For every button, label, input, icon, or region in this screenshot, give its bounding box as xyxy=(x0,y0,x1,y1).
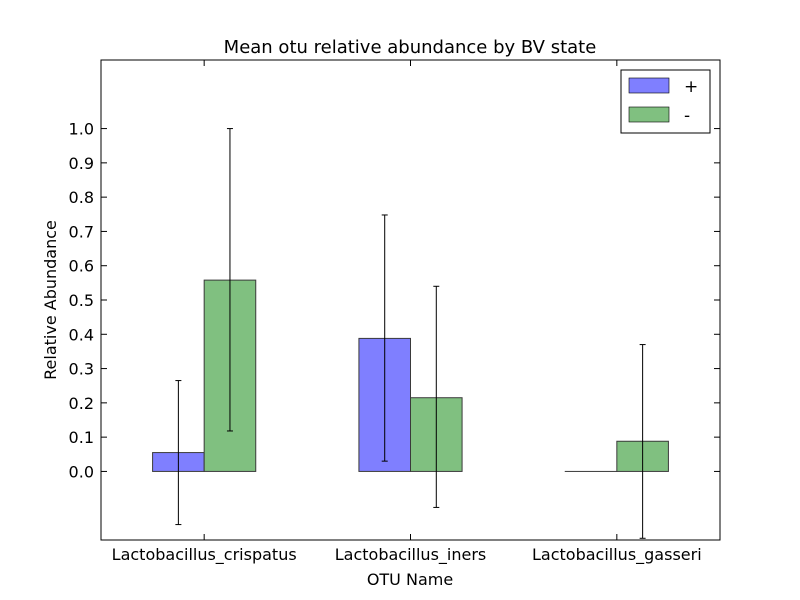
y-tick-label-9: 0.9 xyxy=(69,154,94,173)
y-axis-label: Relative Abundance xyxy=(41,220,60,380)
legend-swatch-plus xyxy=(628,77,670,94)
y-tick-label-5: 0.5 xyxy=(69,291,94,310)
x-tick-label-2: Lactobacillus_gasseri xyxy=(532,545,702,565)
legend-label-minus: - xyxy=(684,106,690,126)
x-tick-label-1: Lactobacillus_iners xyxy=(335,545,487,565)
y-tick-label-7: 0.7 xyxy=(69,222,94,241)
legend: + - xyxy=(620,69,711,134)
y-tick-label-8: 0.8 xyxy=(69,188,94,207)
x-tick-label-0: Lactobacillus_crispatus xyxy=(112,545,297,565)
y-tick-label-1: 0.1 xyxy=(69,428,94,447)
legend-label-plus: + xyxy=(684,77,698,97)
x-axis-label: OTU Name xyxy=(367,570,453,589)
y-axis-ticks: 0.0 0.1 0.2 0.3 0.4 0.5 0.6 0.7 0.8 0.9 1.0 xyxy=(69,120,720,481)
y-tick-label-6: 0.6 xyxy=(69,257,94,276)
error-bars-layer xyxy=(175,128,646,539)
y-tick-label-3: 0.3 xyxy=(69,360,94,379)
x-axis-ticks: Lactobacillus_crispatus Lactobacillus_ine… xyxy=(112,60,702,565)
y-tick-label-2: 0.2 xyxy=(69,394,94,413)
legend-swatch-minus xyxy=(628,106,670,123)
chart-title: Mean otu relative abundance by BV state xyxy=(224,37,597,58)
y-tick-label-10: 1.0 xyxy=(69,120,94,139)
y-tick-label-0: 0.0 xyxy=(69,462,94,481)
y-tick-label-4: 0.4 xyxy=(69,325,94,344)
